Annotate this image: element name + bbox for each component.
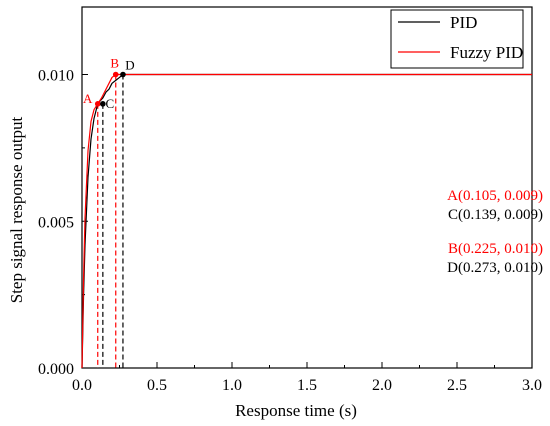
marker-guides — [97, 74, 124, 368]
legend: PID Fuzzy PID — [390, 9, 524, 69]
x-tick-label: 2.5 — [447, 377, 467, 394]
x-tick-label: 1.0 — [222, 377, 242, 394]
x-tick-label: 3.0 — [522, 377, 542, 394]
x-tick-label: 1.5 — [297, 377, 317, 394]
marker-point-a — [94, 101, 101, 107]
axes — [81, 6, 533, 369]
marker-label-a: A — [83, 91, 93, 106]
y-tick-label: 0.010 — [38, 68, 74, 85]
x-tick-label: 2.0 — [372, 377, 392, 394]
x-axis-label: Response time (s) — [235, 401, 357, 420]
point-markers: A B C D — [83, 56, 135, 111]
y-axis-label: Step signal response output — [7, 116, 26, 303]
marker-point-c — [100, 101, 106, 107]
marker-label-c: C — [106, 96, 115, 111]
x-tick-label: 0.5 — [147, 377, 167, 394]
legend-box — [390, 9, 524, 69]
legend-label-fuzzy-pid: Fuzzy PID — [450, 43, 523, 62]
marker-point-d — [120, 71, 126, 78]
legend-label-pid: PID — [450, 13, 477, 32]
coordinate-annotations: A(0.105, 0.009) C(0.139, 0.009) B(0.225,… — [447, 188, 543, 276]
marker-label-b: B — [110, 56, 119, 71]
annotation-a: A(0.105, 0.009) — [447, 188, 543, 204]
x-tick-label: 0.0 — [72, 377, 92, 394]
annotation-c: C(0.139, 0.009) — [448, 207, 543, 223]
marker-label-d: D — [125, 58, 134, 73]
y-tick-label: 0.000 — [38, 361, 74, 378]
marker-point-b — [112, 71, 119, 78]
tick-labels: 0.0 0.5 1.0 1.5 2.0 2.5 3.0 0.000 0.005 0.010 — [38, 68, 542, 394]
annotation-d: D(0.273, 0.010) — [447, 260, 543, 276]
series-line-fuzzy-pid — [81, 73, 532, 369]
y-tick-label: 0.005 — [38, 214, 74, 231]
annotation-b: B(0.225, 0.010) — [448, 241, 543, 257]
series-lines — [81, 73, 532, 369]
